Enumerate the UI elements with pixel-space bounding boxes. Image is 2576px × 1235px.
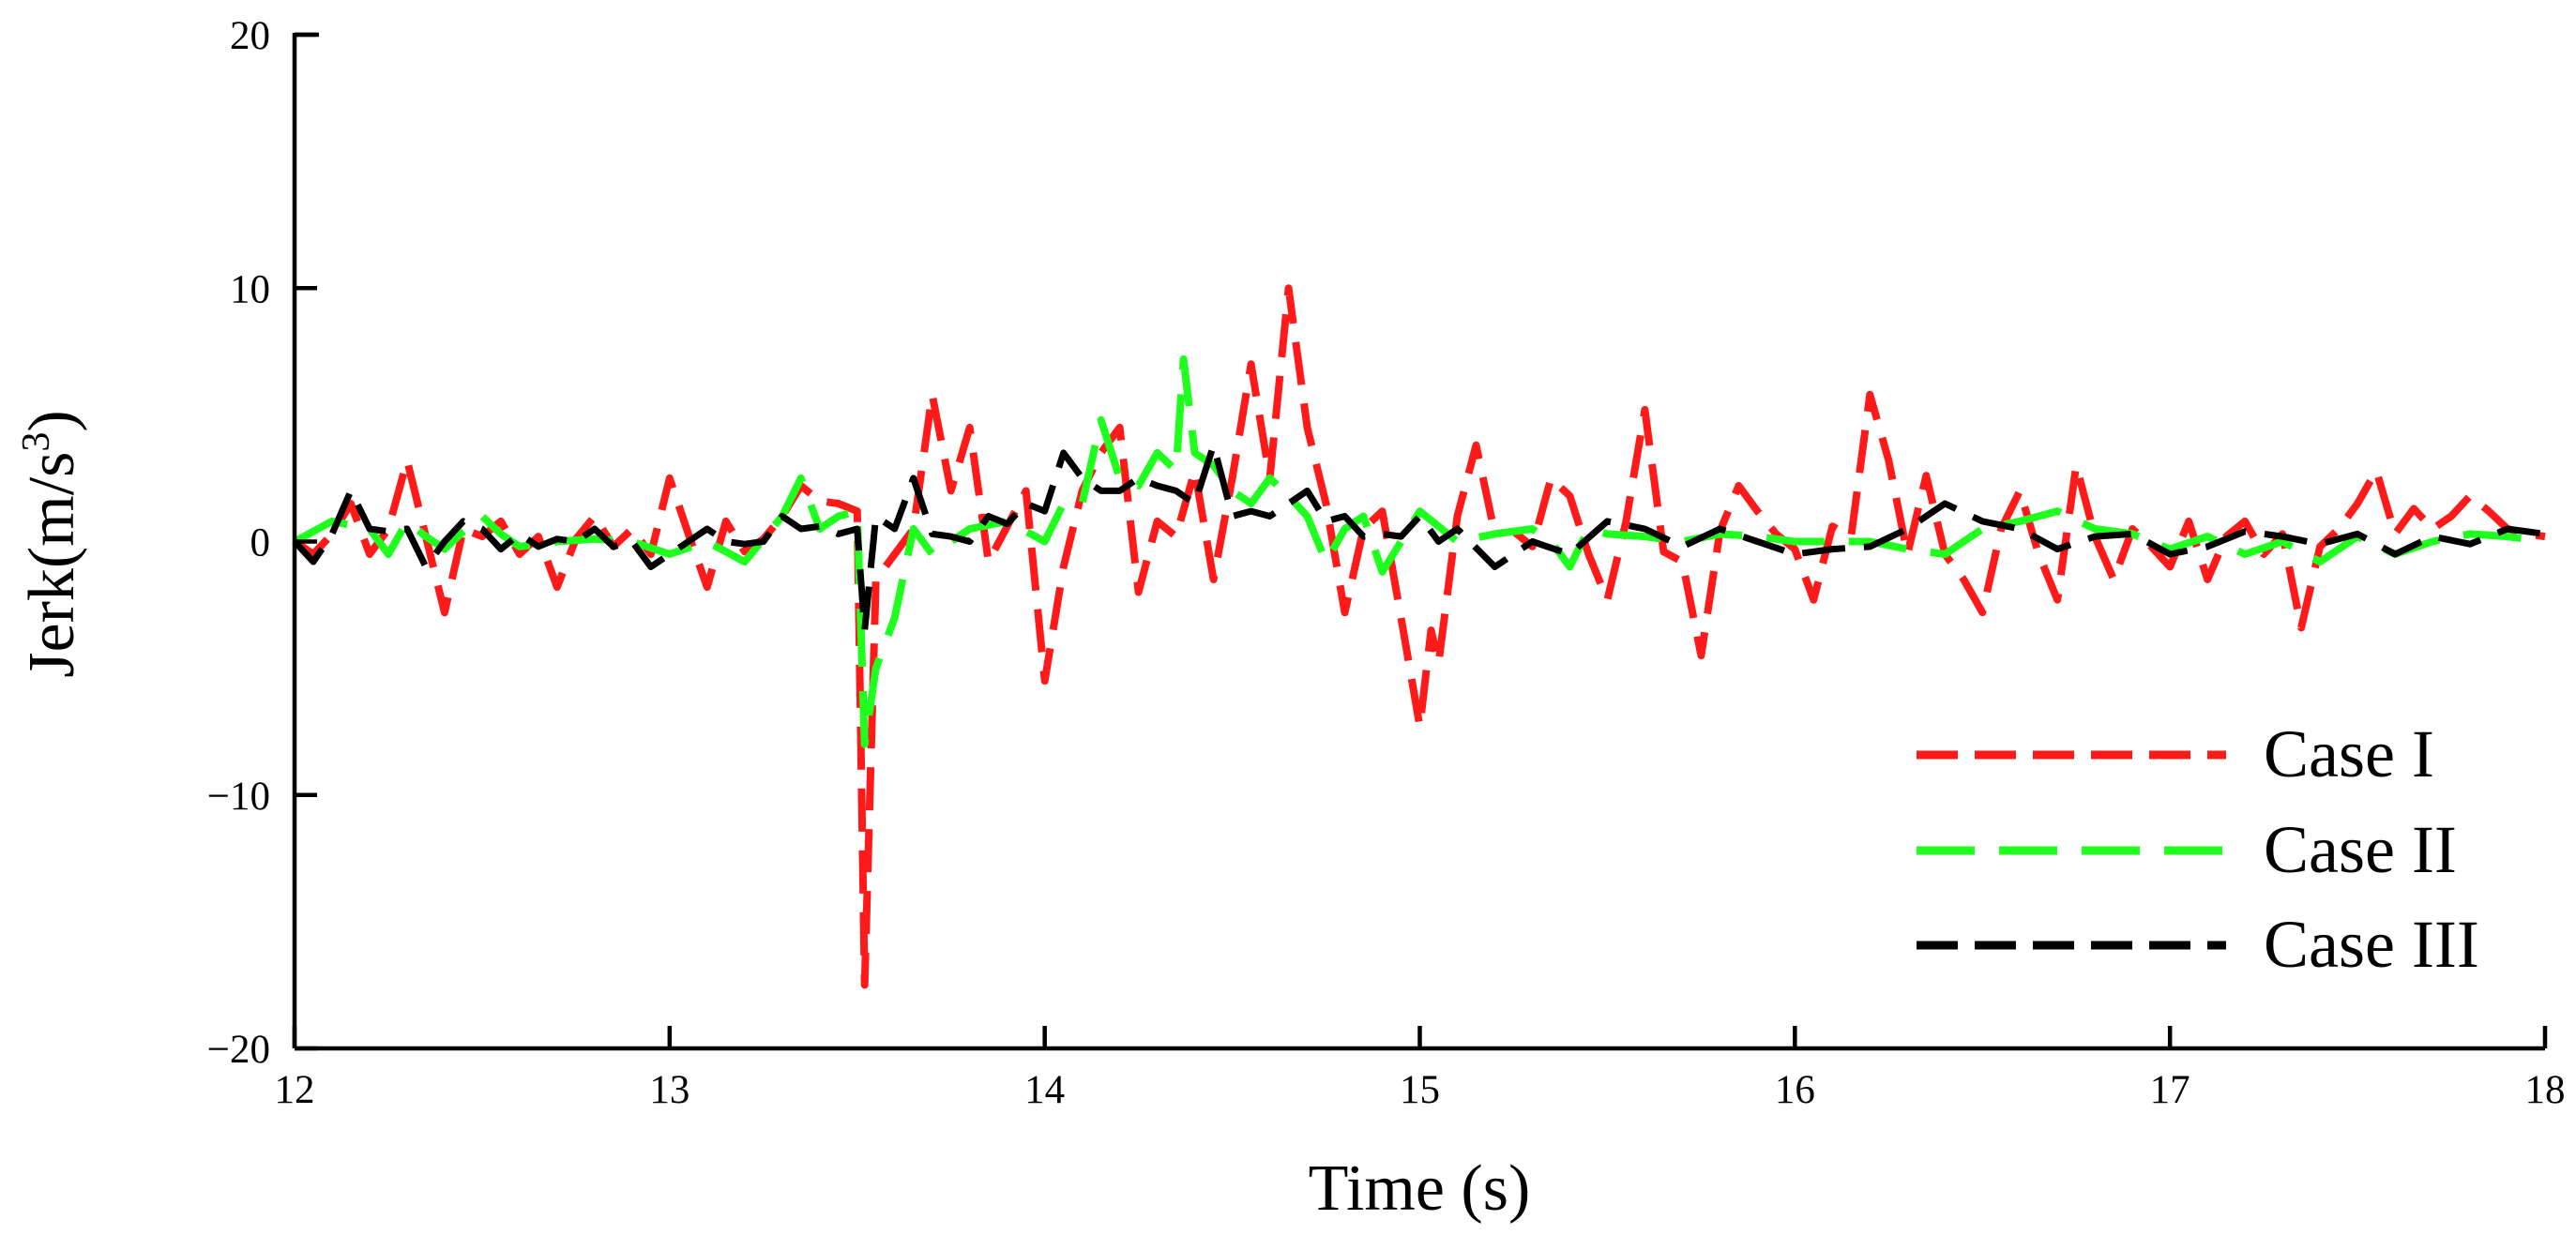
y-tick-label: −10 xyxy=(207,775,270,819)
legend-label-case-i: Case I xyxy=(2264,716,2434,791)
legend-label-case-ii: Case II xyxy=(2264,812,2457,887)
x-tick-label: 18 xyxy=(2525,1068,2566,1112)
ticks-layer: 12 13 14 15 16 17 18 −20 −10 0 10 20 xyxy=(207,14,2566,1112)
x-tick-label: 17 xyxy=(2150,1068,2190,1112)
y-tick-label: 0 xyxy=(250,521,271,565)
x-tick-label: 16 xyxy=(1775,1068,1815,1112)
x-axis-title: Time (s) xyxy=(1309,1152,1531,1225)
y-tick-label: 10 xyxy=(230,267,270,311)
y-axis-title-close: ) xyxy=(16,410,88,431)
y-tick-label: 20 xyxy=(230,14,270,58)
series-layer xyxy=(292,284,2546,989)
x-tick-label: 13 xyxy=(649,1068,689,1112)
series-line-case-i xyxy=(292,284,2546,989)
y-axis-title: Jerk(m/s3) xyxy=(15,410,88,677)
y-tick-label: −20 xyxy=(207,1028,270,1072)
legend-label-case-iii: Case III xyxy=(2264,907,2479,982)
x-tick-label: 12 xyxy=(275,1068,315,1112)
y-axis-title-main: Jerk(m/s xyxy=(16,452,88,678)
y-axis-title-superscript: 3 xyxy=(15,432,58,452)
x-tick-label: 14 xyxy=(1024,1068,1065,1112)
legend: Case I Case II Case III xyxy=(1917,716,2479,982)
x-tick-label: 15 xyxy=(1400,1068,1440,1112)
series-line-case-ii xyxy=(293,354,2546,748)
